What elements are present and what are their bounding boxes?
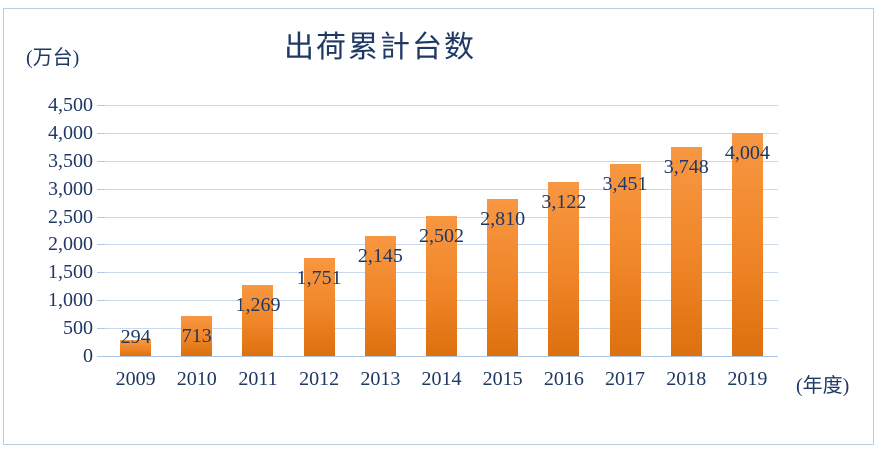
bar-2010	[181, 316, 213, 356]
x-axis-label-2019: 2019	[727, 368, 768, 390]
bar-value-label-2015: 2,810	[480, 208, 526, 231]
x-axis-label-2012: 2012	[299, 368, 340, 390]
x-axis-label-2017: 2017	[605, 368, 646, 390]
x-axis-label-2011: 2011	[238, 368, 278, 390]
x-axis-line	[105, 355, 778, 357]
y-axis-tick	[97, 188, 105, 190]
x-axis-unit-label: (年度)	[796, 375, 850, 397]
y-axis-label: 1,500	[48, 261, 93, 284]
bar-value-label-2014: 2,502	[419, 225, 464, 248]
x-axis-label-2014: 2014	[421, 368, 462, 390]
bar-2017	[609, 163, 641, 356]
bar-2013	[364, 236, 396, 356]
bar-value-label-2010: 713	[181, 325, 212, 348]
bar-2016	[548, 181, 580, 356]
bar-2015	[487, 199, 519, 356]
y-axis-tick	[97, 328, 105, 330]
x-axis-label-2010: 2010	[176, 368, 217, 390]
bar-2018	[670, 146, 702, 356]
bar-value-label-2016: 3,122	[541, 190, 587, 213]
bar-value-label-2019: 4,004	[724, 141, 770, 164]
gridline-y-3500	[105, 160, 778, 162]
gridline-y-4500	[105, 105, 778, 106]
bar-value-label-2017: 3,451	[602, 172, 648, 195]
y-axis-label: 3,000	[48, 177, 93, 200]
y-axis-label: 2,000	[48, 233, 93, 256]
y-axis-tick	[97, 244, 105, 246]
bar-2014	[426, 216, 457, 356]
bar-value-label-2012: 1,751	[296, 267, 342, 290]
bar-value-label-2018: 3,748	[663, 155, 709, 178]
y-axis-tick	[97, 356, 105, 357]
gridline-y-3000	[105, 188, 778, 190]
bar-2011	[242, 285, 274, 356]
x-axis-label-2013: 2013	[360, 368, 401, 390]
y-axis-tick	[97, 216, 105, 218]
x-axis-label-2009: 2009	[115, 368, 156, 390]
gridline-y-4000	[105, 132, 778, 134]
bar-value-label-2013: 2,145	[357, 245, 403, 268]
bar-2012	[303, 258, 335, 356]
y-axis-label: 500	[63, 317, 93, 340]
y-axis-label: 2,500	[48, 205, 93, 228]
bar-2019	[731, 132, 763, 356]
chart-title: 出荷累計台数	[284, 31, 476, 64]
y-axis-tick	[97, 105, 105, 106]
y-axis-tick	[97, 132, 105, 134]
y-axis-tick	[97, 272, 105, 274]
x-axis-label-2018: 2018	[666, 368, 707, 390]
x-axis-label-2015: 2015	[482, 368, 523, 390]
y-axis-label: 0	[83, 345, 93, 367]
y-axis-label: 4,500	[48, 94, 93, 116]
bar-2009	[120, 339, 152, 356]
bar-value-label-2011: 1,269	[235, 294, 281, 317]
bar-value-label-2009: 294	[120, 325, 151, 348]
y-axis-label: 3,500	[48, 149, 93, 172]
y-axis-label: 4,000	[48, 121, 93, 144]
y-axis-tick	[97, 300, 105, 302]
y-axis-tick	[97, 160, 105, 162]
x-axis-label-2016: 2016	[543, 368, 584, 390]
y-axis-unit-label: (万台)	[26, 47, 80, 69]
y-axis-label: 1,000	[48, 289, 93, 312]
